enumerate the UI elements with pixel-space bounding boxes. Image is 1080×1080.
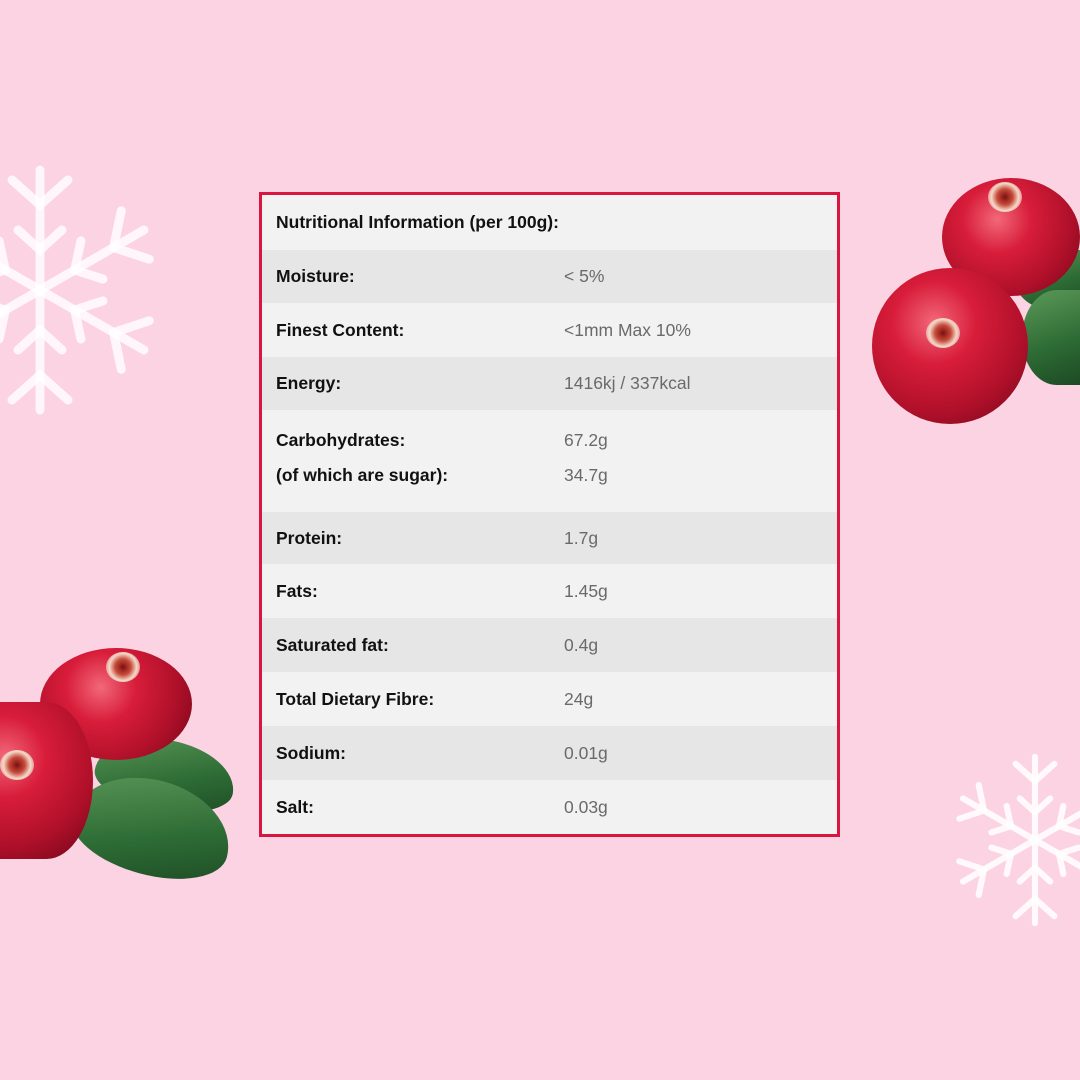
row-label: Total Dietary Fibre: [276, 688, 435, 709]
table-row: Carbohydrates: 67.2g (of which are sugar… [262, 410, 837, 512]
table-row: Energy: 1416kj / 337kcal [262, 357, 837, 410]
table-title: Nutritional Information (per 100g): [276, 212, 559, 232]
snowflake-icon [945, 750, 1080, 930]
table-row: Protein: 1.7g [262, 512, 837, 564]
row-value: <1mm Max 10% [564, 319, 691, 340]
row-label: Fats: [276, 580, 318, 601]
table-row: Saturated fat: 0.4g [262, 618, 837, 672]
row-value: 0.4g [564, 634, 599, 655]
table-title-row: Nutritional Information (per 100g): [262, 195, 837, 250]
row-label: Energy: [276, 373, 342, 393]
cranberry-image [872, 268, 1028, 424]
table-row: Total Dietary Fibre: 24g [262, 672, 837, 726]
leaf-image [1022, 290, 1080, 385]
table-row: Sodium: 0.01g [262, 726, 837, 780]
cranberry-image [0, 702, 93, 859]
table-row: Salt: 0.03g [262, 780, 837, 834]
row-sub-label: (of which are sugar): [276, 465, 449, 485]
row-label: Saturated fat: [276, 634, 389, 655]
row-value: 0.03g [564, 796, 608, 817]
row-value: 1416kj / 337kcal [564, 373, 691, 393]
row-value: < 5% [564, 266, 605, 286]
cranberry-image [40, 648, 192, 760]
table-row: Moisture: < 5% [262, 250, 837, 303]
row-sub-value: 34.7g [564, 465, 608, 485]
row-value: 0.01g [564, 742, 608, 763]
nutrition-table: Nutritional Information (per 100g): Mois… [259, 192, 840, 837]
row-value: 67.2g [564, 430, 608, 450]
row-value: 1.7g [564, 527, 599, 548]
row-label: Sodium: [276, 742, 346, 763]
table-row: Finest Content: <1mm Max 10% [262, 303, 837, 357]
table-row: Fats: 1.45g [262, 564, 837, 618]
row-label: Finest Content: [276, 319, 405, 340]
row-label: Salt: [276, 796, 314, 817]
snowflake-icon [0, 165, 170, 420]
row-label: Moisture: [276, 266, 355, 286]
row-value: 1.45g [564, 580, 608, 601]
row-label: Carbohydrates: [276, 430, 406, 450]
row-label: Protein: [276, 527, 343, 548]
row-value: 24g [564, 688, 594, 709]
